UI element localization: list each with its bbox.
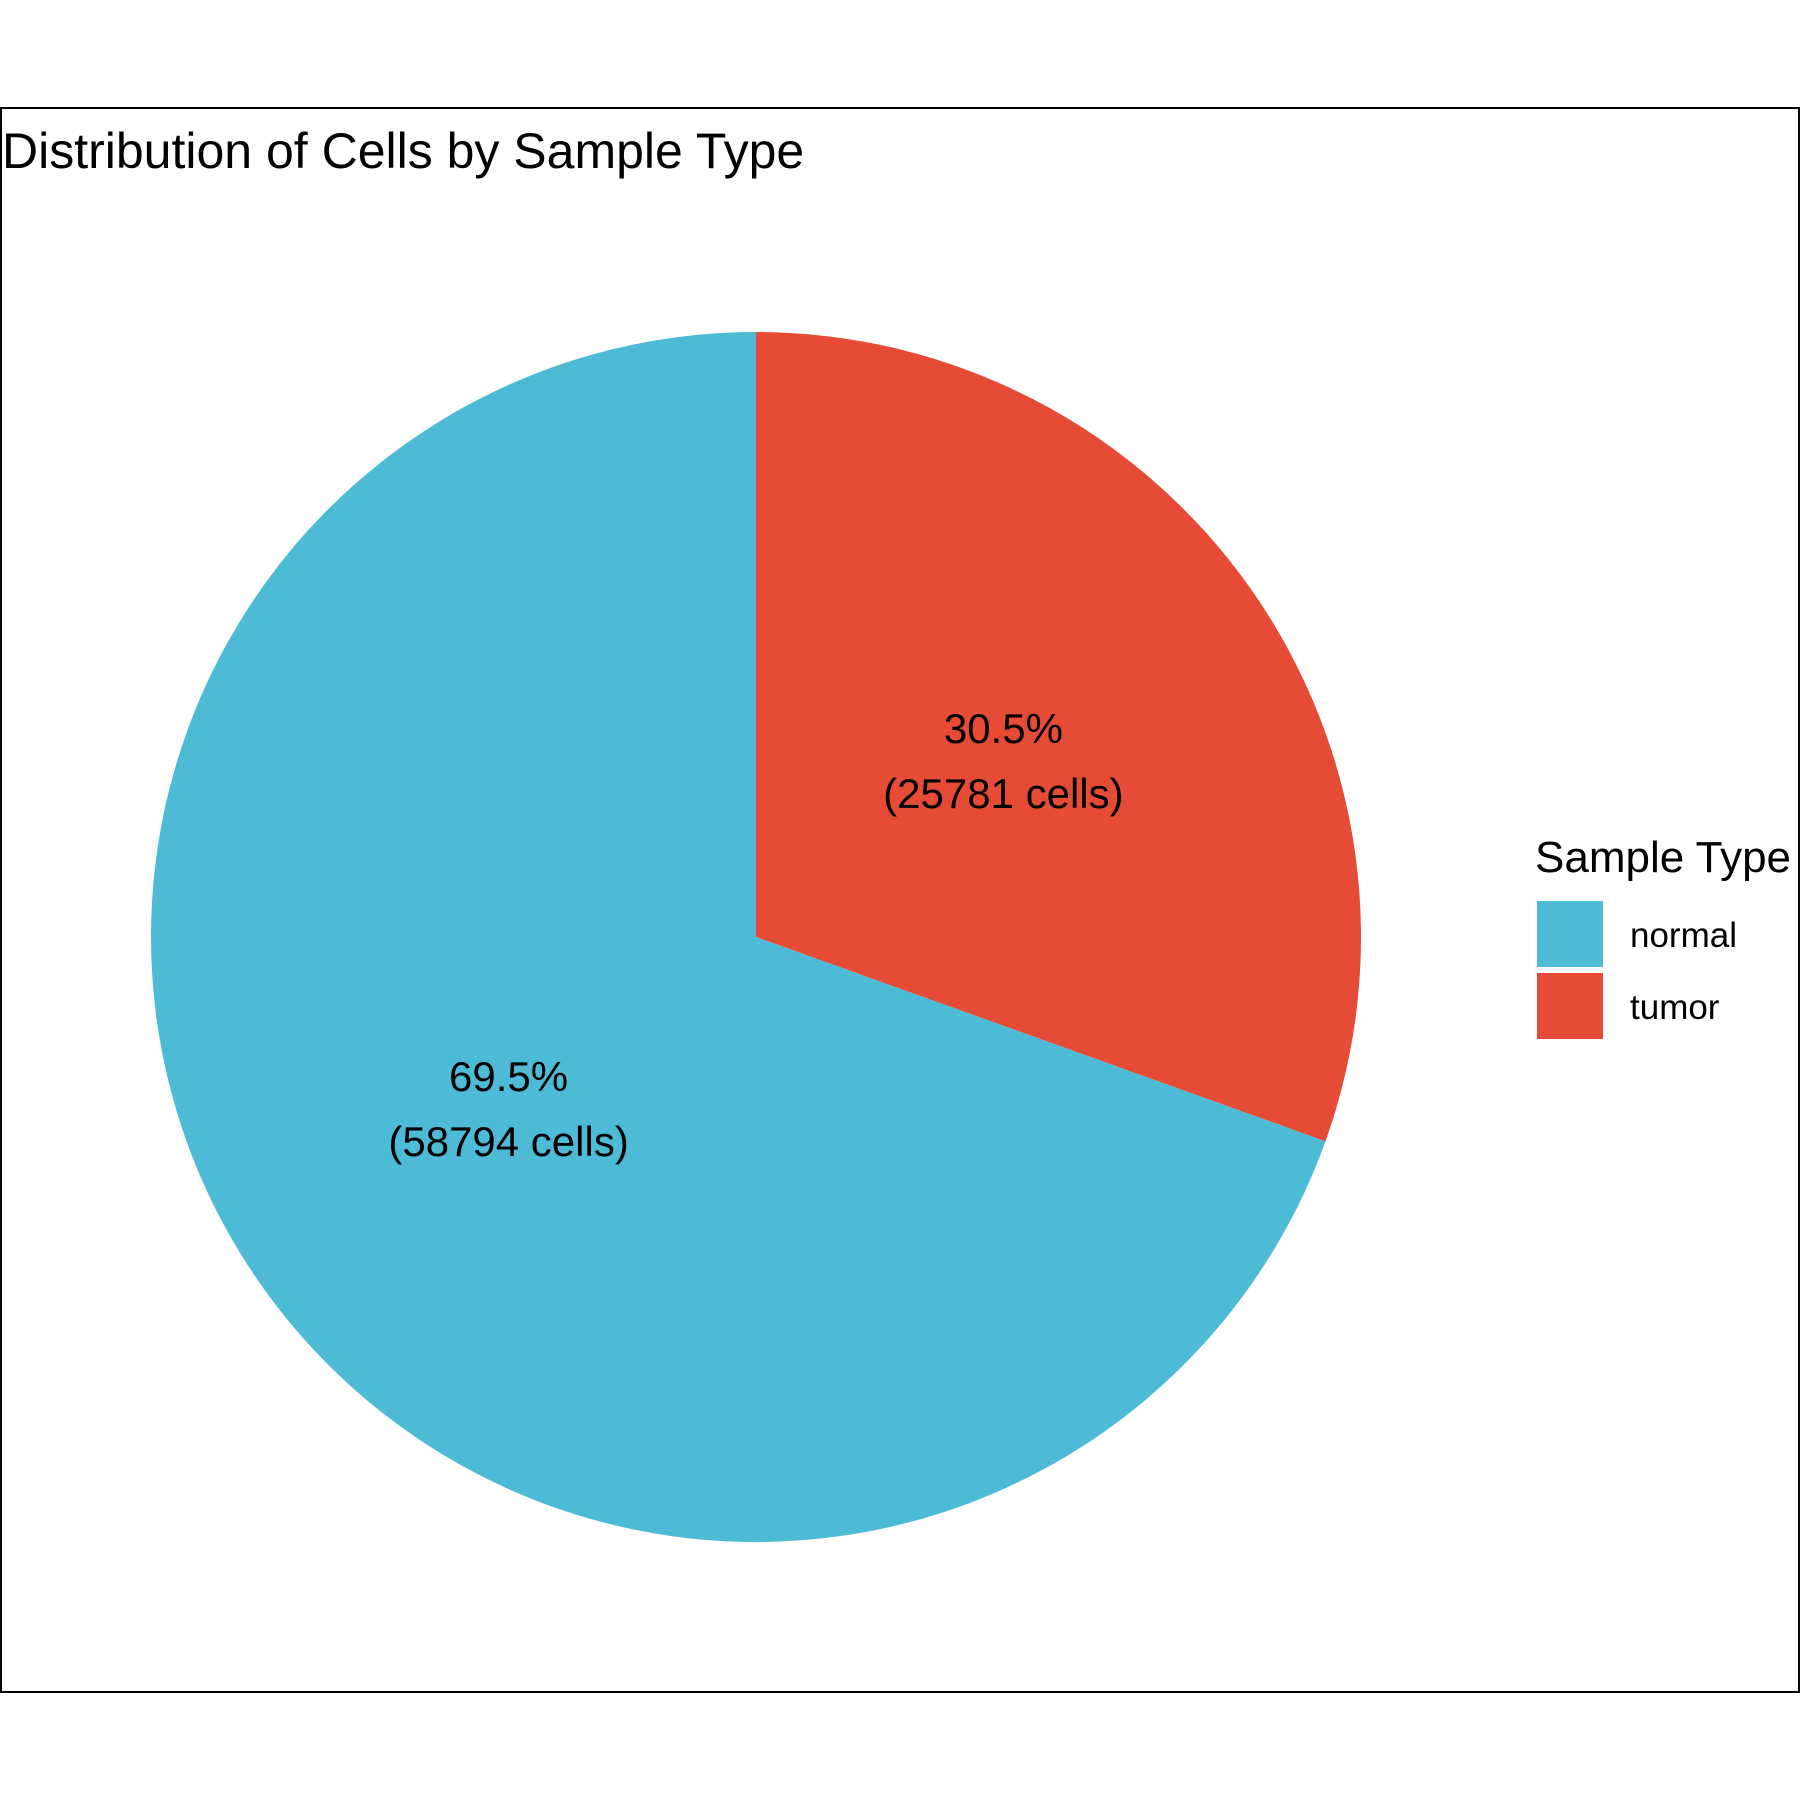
legend-swatch-normal xyxy=(1537,901,1603,967)
legend-label-normal: normal xyxy=(1630,916,1737,955)
slice-labels: 30.5% (25781 cells) 69.5% (58794 cells) xyxy=(388,705,1123,1165)
legend-title: Sample Type xyxy=(1535,833,1791,882)
pie-slices xyxy=(150,332,1361,1543)
legend-swatch-tumor xyxy=(1537,973,1603,1039)
slice-count-label-tumor: (25781 cells) xyxy=(883,770,1123,817)
chart-title: Distribution of Cells by Sample Type xyxy=(2,123,804,179)
legend-label-tumor: tumor xyxy=(1630,988,1720,1027)
legend-items: normal tumor xyxy=(1537,901,1737,1039)
slice-percent-label-tumor: 30.5% xyxy=(944,705,1063,752)
legend: Sample Type normal tumor xyxy=(1535,833,1791,1039)
slice-percent-label-normal: 69.5% xyxy=(449,1053,568,1100)
pie-slice-normal xyxy=(150,332,1326,1543)
pie-slice-tumor xyxy=(756,332,1361,1142)
slice-count-label-normal: (58794 cells) xyxy=(388,1118,628,1165)
